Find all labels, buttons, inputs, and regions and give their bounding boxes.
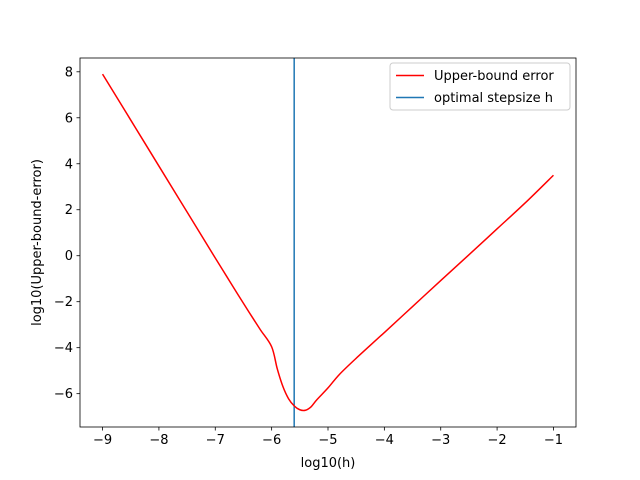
y-tick-label: −4 [54,341,73,356]
legend-label-upper-bound-error: Upper-bound error [434,69,554,84]
y-axis-label: log10(Upper-bound-error) [30,159,45,326]
axes-frame [79,57,577,428]
x-tick-label: −1 [544,433,563,448]
legend: Upper-bound error optimal stepsize h [389,62,571,111]
y-tick-label: −6 [54,387,73,402]
y-axis-ticks: −6 −4 −2 0 2 4 6 8 [54,65,80,402]
x-tick-label: −7 [206,433,225,448]
y-tick-label: 6 [65,111,73,126]
x-axis-label: log10(h) [301,456,356,471]
legend-label-optimal-stepsize: optimal stepsize h [434,91,553,106]
x-tick-label: −2 [488,433,507,448]
series-line-upper-bound-error [101,73,554,412]
x-tick-label: −9 [93,433,112,448]
y-tick-label: −2 [54,295,73,310]
x-tick-label: −5 [318,433,337,448]
y-tick-label: 0 [65,249,73,264]
x-tick-label: −3 [431,433,450,448]
x-axis-ticks: −9 −8 −7 −6 −5 −4 −3 −2 −1 [93,427,563,448]
y-tick-label: 8 [65,65,73,80]
x-tick-label: −4 [375,433,394,448]
y-tick-label: 2 [65,203,73,218]
legend-box [389,62,571,111]
x-tick-label: −6 [262,433,281,448]
x-tick-label: −8 [149,433,168,448]
plot-area [101,58,554,427]
y-tick-label: 4 [65,157,73,172]
